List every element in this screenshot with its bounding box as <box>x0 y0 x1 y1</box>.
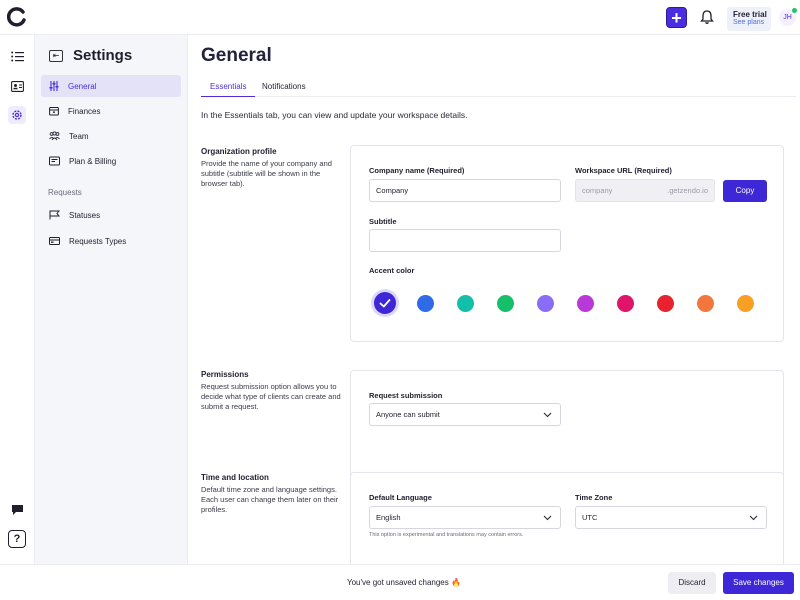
avatar[interactable]: JH <box>779 8 797 26</box>
discard-button[interactable]: Discard <box>668 572 716 594</box>
check-icon <box>379 299 391 308</box>
accent-color-swatch[interactable] <box>576 294 594 312</box>
company-name-label: Company name (Required) <box>369 166 465 175</box>
accent-color-swatch[interactable] <box>496 294 514 312</box>
copy-button[interactable]: Copy <box>723 180 767 202</box>
section-description: Default time zone and language settings.… <box>201 485 339 514</box>
save-changes-button[interactable]: Save changes <box>723 572 794 594</box>
avatar-initials: JH <box>783 14 792 21</box>
permissions-card: Request submission Anyone can submit <box>350 370 784 478</box>
sidebar-item-label: Finances <box>68 106 101 116</box>
workspace-url-value: company <box>582 186 613 195</box>
unsaved-changes-bar: You've got unsaved changes 🔥 Discard Sav… <box>0 564 800 600</box>
contacts-icon[interactable] <box>8 77 26 95</box>
default-language-select[interactable]: English <box>369 506 561 529</box>
time-location-card: Default Language English This option is … <box>350 472 784 582</box>
accent-color-swatch[interactable] <box>616 294 634 312</box>
workspace-url-label: Workspace URL (Required) <box>575 166 672 175</box>
default-language-label: Default Language <box>369 493 432 502</box>
language-note: This option is experimental and translat… <box>369 532 524 538</box>
see-plans-link[interactable]: See plans <box>733 19 765 26</box>
section-title: Permissions <box>201 370 249 379</box>
accent-color-swatch[interactable] <box>456 294 474 312</box>
section-title: Time and location <box>201 473 269 482</box>
unsaved-message: You've got unsaved changes 🔥 <box>347 578 461 587</box>
sidebar-item-general[interactable]: General <box>41 75 181 97</box>
sliders-icon <box>49 81 59 91</box>
time-zone-select[interactable]: UTC <box>575 506 767 529</box>
subtitle-input[interactable] <box>369 229 561 252</box>
team-icon <box>49 131 60 141</box>
sidebar-title: Settings <box>73 47 133 64</box>
sidebar-item-label: Team <box>69 131 89 141</box>
help-icon[interactable]: ? <box>8 530 26 548</box>
top-bar: + Free trial See plans JH <box>0 0 800 35</box>
permissions-section: Permissions Request submission option al… <box>201 370 341 412</box>
unsaved-text: You've got unsaved changes <box>347 578 449 587</box>
list-icon[interactable] <box>8 47 26 65</box>
tab-essentials[interactable]: Essentials <box>201 82 256 97</box>
flag-icon <box>49 210 60 220</box>
free-trial-badge[interactable]: Free trial See plans <box>727 7 771 31</box>
sidebar-item-statuses[interactable]: Statuses <box>41 204 181 226</box>
sidebar-section-requests: Requests <box>48 188 82 197</box>
section-description: Request submission option allows you to … <box>201 382 341 411</box>
sidebar-item-label: Plan & Billing <box>69 156 117 166</box>
collapse-sidebar-icon[interactable]: ⇤ <box>49 49 63 62</box>
icon-rail: ? <box>0 35 35 564</box>
sidebar-item-plan-billing[interactable]: Plan & Billing <box>41 150 181 172</box>
sidebar-item-label: General <box>68 81 97 91</box>
accent-color-swatch[interactable] <box>656 294 674 312</box>
billing-icon <box>49 156 60 166</box>
intro-text: In the Essentials tab, you can view and … <box>201 110 468 120</box>
settings-gear-icon[interactable] <box>8 106 26 124</box>
settings-sidebar: ⇤ Settings General Finances Team Plan & … <box>35 35 188 564</box>
sidebar-item-requests-types[interactable]: Requests Types <box>41 230 181 252</box>
add-button[interactable]: + <box>666 7 687 28</box>
time-zone-label: Time Zone <box>575 493 613 502</box>
tab-bar: Essentials Notifications <box>201 82 796 97</box>
main-content: General Essentials Notifications In the … <box>188 35 800 582</box>
org-profile-section: Organization profile Provide the name of… <box>201 147 341 189</box>
accent-color-label: Accent color <box>369 266 415 275</box>
chevron-down-icon <box>543 412 552 418</box>
accent-color-swatch[interactable] <box>736 294 754 312</box>
sidebar-item-team[interactable]: Team <box>41 125 181 147</box>
chevron-down-icon <box>543 515 552 521</box>
section-title: Organization profile <box>201 147 277 156</box>
online-status-icon <box>792 8 797 13</box>
company-name-input[interactable]: Company <box>369 179 561 202</box>
request-submission-select[interactable]: Anyone can submit <box>369 403 561 426</box>
page-title: General <box>201 45 272 66</box>
app-logo-icon[interactable] <box>7 7 27 27</box>
chevron-down-icon <box>749 515 758 521</box>
request-submission-label: Request submission <box>369 391 443 400</box>
subtitle-label: Subtitle <box>369 217 397 226</box>
sidebar-item-label: Statuses <box>69 210 101 220</box>
tab-notifications[interactable]: Notifications <box>262 82 306 91</box>
accent-color-swatch[interactable] <box>416 294 434 312</box>
accent-color-swatch[interactable] <box>374 292 396 314</box>
trial-title: Free trial <box>733 10 767 19</box>
bell-icon[interactable] <box>698 8 716 26</box>
time-location-section: Time and location Default time zone and … <box>201 473 341 515</box>
sidebar-header: ⇤ Settings <box>49 47 132 64</box>
accent-color-swatch[interactable] <box>536 294 554 312</box>
time-zone-value: UTC <box>582 513 598 522</box>
chat-icon[interactable] <box>8 501 26 519</box>
request-submission-value: Anyone can submit <box>376 410 440 419</box>
wallet-icon <box>49 107 59 116</box>
section-description: Provide the name of your company and sub… <box>201 159 332 188</box>
org-profile-card: Company name (Required) Company Workspac… <box>350 145 784 342</box>
sidebar-item-finances[interactable]: Finances <box>41 100 181 122</box>
sidebar-item-label: Requests Types <box>69 236 127 246</box>
accent-color-swatch[interactable] <box>696 294 714 312</box>
default-language-value: English <box>376 513 401 522</box>
workspace-url-suffix: .getzendo.io <box>667 186 708 195</box>
card-icon <box>49 237 60 245</box>
fire-icon: 🔥 <box>451 578 461 587</box>
workspace-url-input[interactable]: company .getzendo.io <box>575 179 715 202</box>
